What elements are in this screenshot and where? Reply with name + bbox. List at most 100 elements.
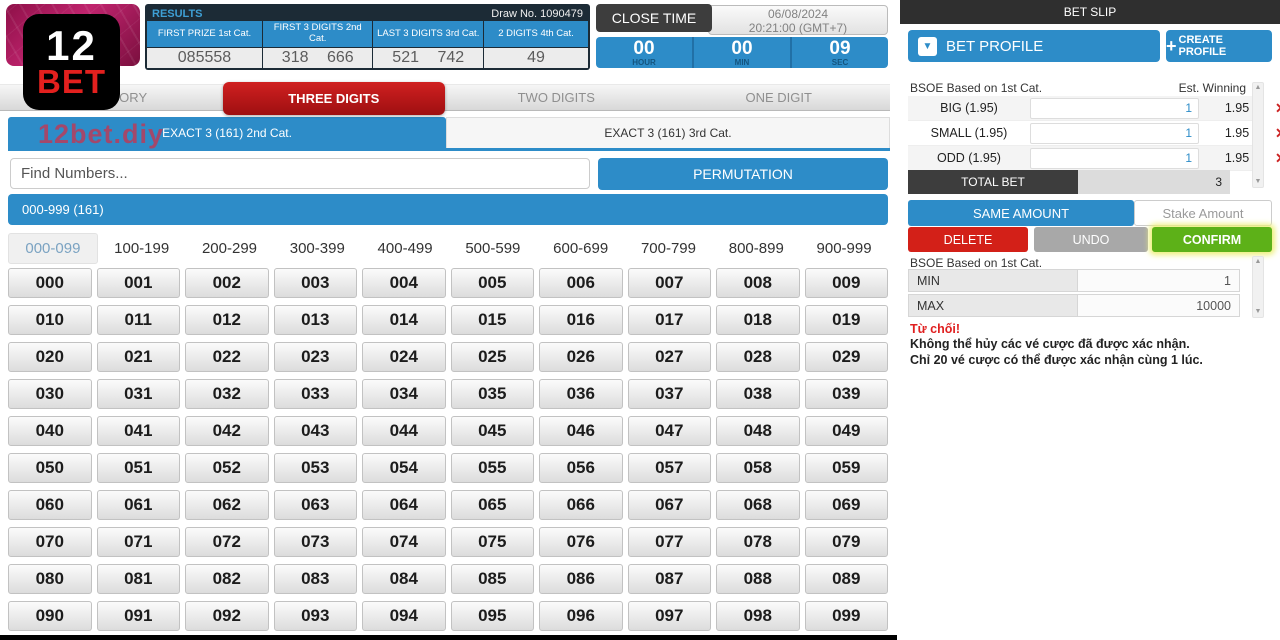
range-tab[interactable]: 400-499 xyxy=(377,240,433,257)
sub-tab[interactable]: EXACT 3 (161) 3rd Cat. xyxy=(446,117,890,148)
number-cell[interactable]: 077 xyxy=(627,527,711,557)
number-cell[interactable]: 084 xyxy=(362,564,446,594)
number-cell[interactable]: 025 xyxy=(450,342,534,372)
number-cell[interactable]: 050 xyxy=(8,453,92,483)
number-cell[interactable]: 004 xyxy=(362,268,446,298)
sub-tab[interactable]: EXACT 3 (161) 2nd Cat. xyxy=(8,117,446,148)
number-cell[interactable]: 006 xyxy=(539,268,623,298)
number-cell[interactable]: 036 xyxy=(539,379,623,409)
number-cell[interactable]: 091 xyxy=(96,601,180,631)
bet-stake-input[interactable] xyxy=(1030,97,1199,119)
stake-amount-input[interactable] xyxy=(1134,200,1272,226)
number-cell[interactable]: 011 xyxy=(96,305,180,335)
number-cell[interactable]: 043 xyxy=(273,416,357,446)
number-cell[interactable]: 093 xyxy=(273,601,357,631)
number-cell[interactable]: 057 xyxy=(627,453,711,483)
number-cell[interactable]: 064 xyxy=(362,490,446,520)
number-cell[interactable]: 079 xyxy=(804,527,888,557)
number-cell[interactable]: 060 xyxy=(8,490,92,520)
number-cell[interactable]: 045 xyxy=(450,416,534,446)
number-cell[interactable]: 016 xyxy=(539,305,623,335)
number-cell[interactable]: 026 xyxy=(539,342,623,372)
number-cell[interactable]: 082 xyxy=(185,564,269,594)
number-cell[interactable]: 031 xyxy=(96,379,180,409)
number-cell[interactable]: 027 xyxy=(627,342,711,372)
number-cell[interactable]: 051 xyxy=(96,453,180,483)
range-tab[interactable]: 800-899 xyxy=(728,240,784,257)
number-cell[interactable]: 049 xyxy=(804,416,888,446)
number-cell[interactable]: 076 xyxy=(539,527,623,557)
number-cell[interactable]: 008 xyxy=(716,268,800,298)
number-cell[interactable]: 074 xyxy=(362,527,446,557)
number-cell[interactable]: 068 xyxy=(716,490,800,520)
number-cell[interactable]: 034 xyxy=(362,379,446,409)
scroll-up-icon[interactable]: ▲ xyxy=(1254,84,1262,91)
same-amount-button[interactable]: SAME AMOUNT xyxy=(908,200,1134,226)
number-cell[interactable]: 063 xyxy=(273,490,357,520)
number-cell[interactable]: 098 xyxy=(716,601,800,631)
number-cell[interactable]: 019 xyxy=(804,305,888,335)
scroll-down-icon[interactable]: ▼ xyxy=(1254,308,1262,315)
number-cell[interactable]: 072 xyxy=(185,527,269,557)
number-cell[interactable]: 062 xyxy=(185,490,269,520)
number-cell[interactable]: 020 xyxy=(8,342,92,372)
number-cell[interactable]: 099 xyxy=(804,601,888,631)
bet-stake-input[interactable] xyxy=(1030,147,1199,169)
bet-profile-button[interactable]: ▼ BET PROFILE xyxy=(908,30,1160,62)
number-cell[interactable]: 024 xyxy=(362,342,446,372)
remove-bet-icon[interactable]: ✕ xyxy=(1275,125,1280,142)
number-cell[interactable]: 010 xyxy=(8,305,92,335)
number-cell[interactable]: 037 xyxy=(627,379,711,409)
number-cell[interactable]: 041 xyxy=(96,416,180,446)
number-cell[interactable]: 059 xyxy=(804,453,888,483)
bet-stake-input[interactable] xyxy=(1030,122,1199,144)
number-cell[interactable]: 021 xyxy=(96,342,180,372)
number-cell[interactable]: 035 xyxy=(450,379,534,409)
number-cell[interactable]: 075 xyxy=(450,527,534,557)
number-cell[interactable]: 053 xyxy=(273,453,357,483)
number-cell[interactable]: 018 xyxy=(716,305,800,335)
number-cell[interactable]: 012 xyxy=(185,305,269,335)
number-cell[interactable]: 092 xyxy=(185,601,269,631)
number-cell[interactable]: 040 xyxy=(8,416,92,446)
number-cell[interactable]: 095 xyxy=(450,601,534,631)
scroll-up-icon[interactable]: ▲ xyxy=(1254,258,1262,265)
number-cell[interactable]: 086 xyxy=(539,564,623,594)
confirm-button[interactable]: CONFIRM xyxy=(1152,227,1272,252)
scroll-down-icon[interactable]: ▼ xyxy=(1254,178,1262,185)
number-cell[interactable]: 052 xyxy=(185,453,269,483)
number-cell[interactable]: 000 xyxy=(8,268,92,298)
number-cell[interactable]: 065 xyxy=(450,490,534,520)
number-cell[interactable]: 096 xyxy=(539,601,623,631)
number-cell[interactable]: 094 xyxy=(362,601,446,631)
remove-bet-icon[interactable]: ✕ xyxy=(1275,150,1280,167)
number-cell[interactable]: 046 xyxy=(539,416,623,446)
number-cell[interactable]: 069 xyxy=(804,490,888,520)
number-cell[interactable]: 009 xyxy=(804,268,888,298)
number-cell[interactable]: 005 xyxy=(450,268,534,298)
number-cell[interactable]: 029 xyxy=(804,342,888,372)
range-tab[interactable]: 500-599 xyxy=(465,240,521,257)
number-cell[interactable]: 070 xyxy=(8,527,92,557)
number-cell[interactable]: 088 xyxy=(716,564,800,594)
number-cell[interactable]: 023 xyxy=(273,342,357,372)
number-cell[interactable]: 080 xyxy=(8,564,92,594)
number-cell[interactable]: 039 xyxy=(804,379,888,409)
number-cell[interactable]: 038 xyxy=(716,379,800,409)
number-cell[interactable]: 090 xyxy=(8,601,92,631)
number-cell[interactable]: 054 xyxy=(362,453,446,483)
number-cell[interactable]: 030 xyxy=(8,379,92,409)
number-cell[interactable]: 061 xyxy=(96,490,180,520)
remove-bet-icon[interactable]: ✕ xyxy=(1275,100,1280,117)
number-cell[interactable]: 013 xyxy=(273,305,357,335)
find-numbers-input[interactable] xyxy=(10,158,590,189)
range-tab[interactable]: 200-299 xyxy=(201,240,258,257)
main-tab[interactable]: THREE DIGITS xyxy=(222,82,445,115)
number-cell[interactable]: 056 xyxy=(539,453,623,483)
number-cell[interactable]: 044 xyxy=(362,416,446,446)
number-cell[interactable]: 042 xyxy=(185,416,269,446)
range-tab[interactable]: 300-399 xyxy=(289,240,345,257)
number-cell[interactable]: 007 xyxy=(627,268,711,298)
number-cell[interactable]: 047 xyxy=(627,416,711,446)
permutation-button[interactable]: PERMUTATION xyxy=(598,158,888,190)
